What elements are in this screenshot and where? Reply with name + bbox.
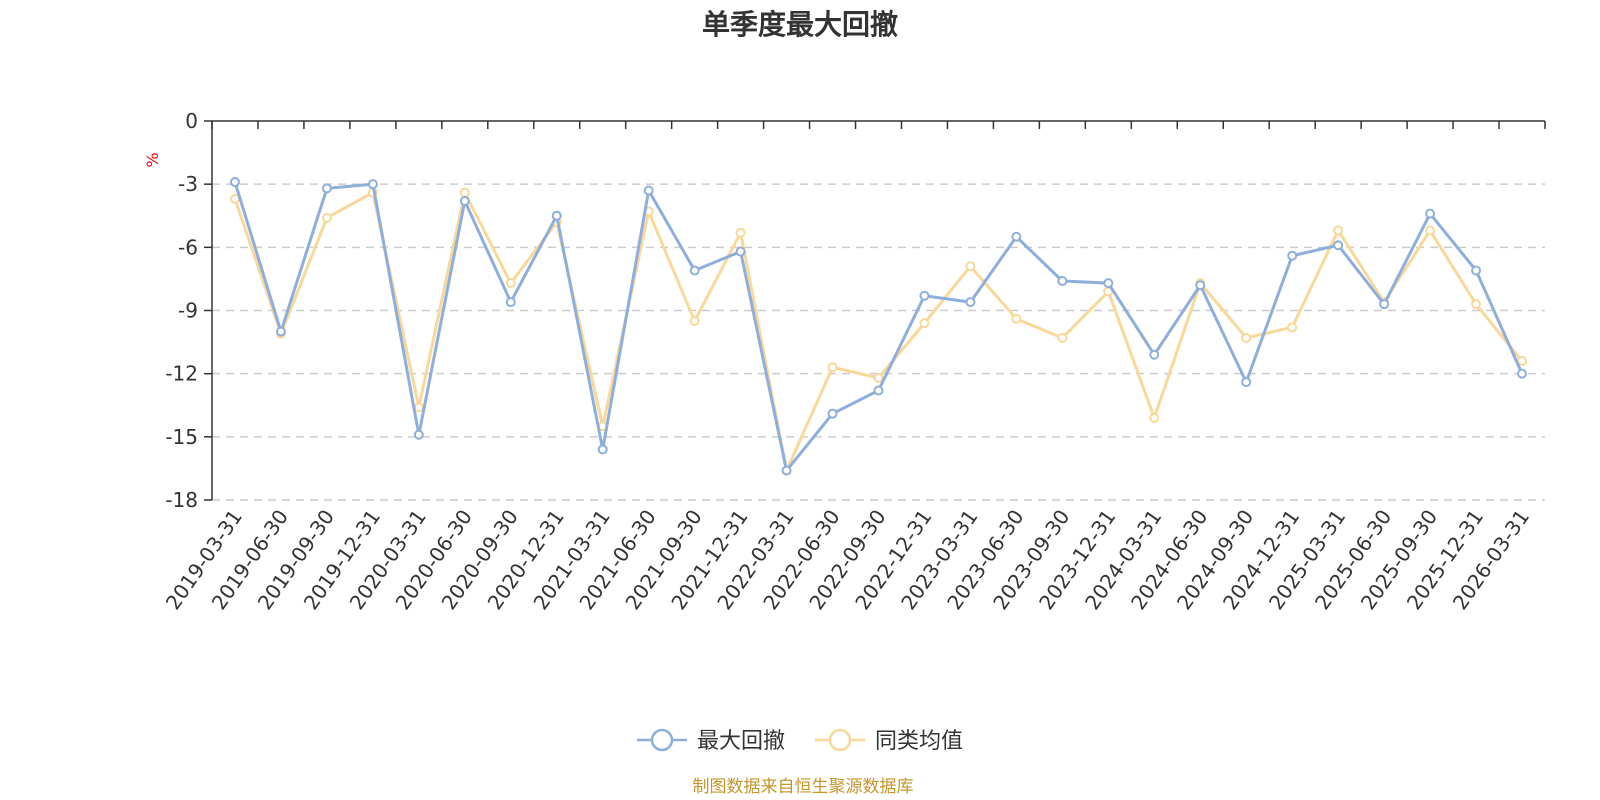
data-point-0 xyxy=(275,326,286,337)
series-layer xyxy=(229,177,1528,476)
data-point-1 xyxy=(689,316,700,327)
data-point-0 xyxy=(1517,368,1528,379)
data-point-0 xyxy=(551,210,562,221)
data-point-0 xyxy=(1149,349,1160,360)
data-point-1 xyxy=(1471,299,1482,310)
legend: 最大回撤 同类均值 xyxy=(637,728,963,754)
y-tick-label: -9 xyxy=(178,299,198,323)
data-point-0 xyxy=(965,297,976,308)
data-point-0 xyxy=(1333,240,1344,251)
data-point-1 xyxy=(1287,322,1298,333)
data-point-1 xyxy=(1011,313,1022,324)
data-point-0 xyxy=(1241,377,1252,388)
data-point-1 xyxy=(459,187,470,198)
data-point-1 xyxy=(1057,332,1068,343)
y-tick-label: -6 xyxy=(178,235,198,259)
y-tick-label: -12 xyxy=(165,362,198,386)
data-point-1 xyxy=(965,261,976,272)
data-point-0 xyxy=(1057,276,1068,287)
legend-swatch-marker-peer-average xyxy=(828,728,852,752)
legend-item-drawdown[interactable]: 最大回撤 xyxy=(637,728,785,754)
data-point-0 xyxy=(1379,299,1390,310)
data-point-0 xyxy=(321,183,332,194)
data-point-0 xyxy=(413,429,424,440)
grid-lines xyxy=(212,183,1545,501)
data-point-0 xyxy=(367,179,378,190)
data-point-0 xyxy=(643,185,654,196)
data-point-0 xyxy=(1195,280,1206,291)
data-point-1 xyxy=(413,402,424,413)
data-point-1 xyxy=(505,278,516,289)
data-point-0 xyxy=(1425,208,1436,219)
data-point-1 xyxy=(827,362,838,373)
data-point-0 xyxy=(689,265,700,276)
data-point-1 xyxy=(919,318,930,329)
y-tick-label: -18 xyxy=(165,488,198,512)
data-point-0 xyxy=(1011,231,1022,242)
data-point-0 xyxy=(1471,265,1482,276)
data-point-0 xyxy=(597,444,608,455)
data-point-0 xyxy=(827,408,838,419)
data-point-0 xyxy=(1103,278,1114,289)
data-point-1 xyxy=(1149,412,1160,423)
y-axis-unit: % xyxy=(143,152,162,167)
y-tick-label: -3 xyxy=(178,172,198,196)
data-point-0 xyxy=(873,385,884,396)
data-point-0 xyxy=(735,246,746,257)
data-point-1 xyxy=(873,372,884,383)
data-point-1 xyxy=(1333,225,1344,236)
data-point-0 xyxy=(229,177,240,188)
data-point-1 xyxy=(1425,225,1436,236)
chart-title: 单季度最大回撤 xyxy=(702,8,898,41)
data-point-1 xyxy=(1241,332,1252,343)
data-source-note: 制图数据来自恒生聚源数据库 xyxy=(693,777,914,797)
legend-label-drawdown: 最大回撤 xyxy=(697,729,785,754)
data-point-0 xyxy=(919,290,930,301)
legend-label-peer-average: 同类均值 xyxy=(875,729,963,754)
data-point-0 xyxy=(505,297,516,308)
data-point-0 xyxy=(1287,250,1298,261)
series-line-0 xyxy=(233,181,1524,473)
legend-swatch-marker-drawdown xyxy=(650,728,674,752)
y-tick-label: -15 xyxy=(165,425,198,449)
data-point-0 xyxy=(781,465,792,476)
legend-item-peer-average[interactable]: 同类均值 xyxy=(815,728,963,754)
series-line-1 xyxy=(233,191,1524,473)
data-point-1 xyxy=(735,227,746,238)
y-tick-label: 0 xyxy=(185,109,198,133)
data-point-1 xyxy=(321,212,332,223)
data-point-0 xyxy=(459,196,470,207)
